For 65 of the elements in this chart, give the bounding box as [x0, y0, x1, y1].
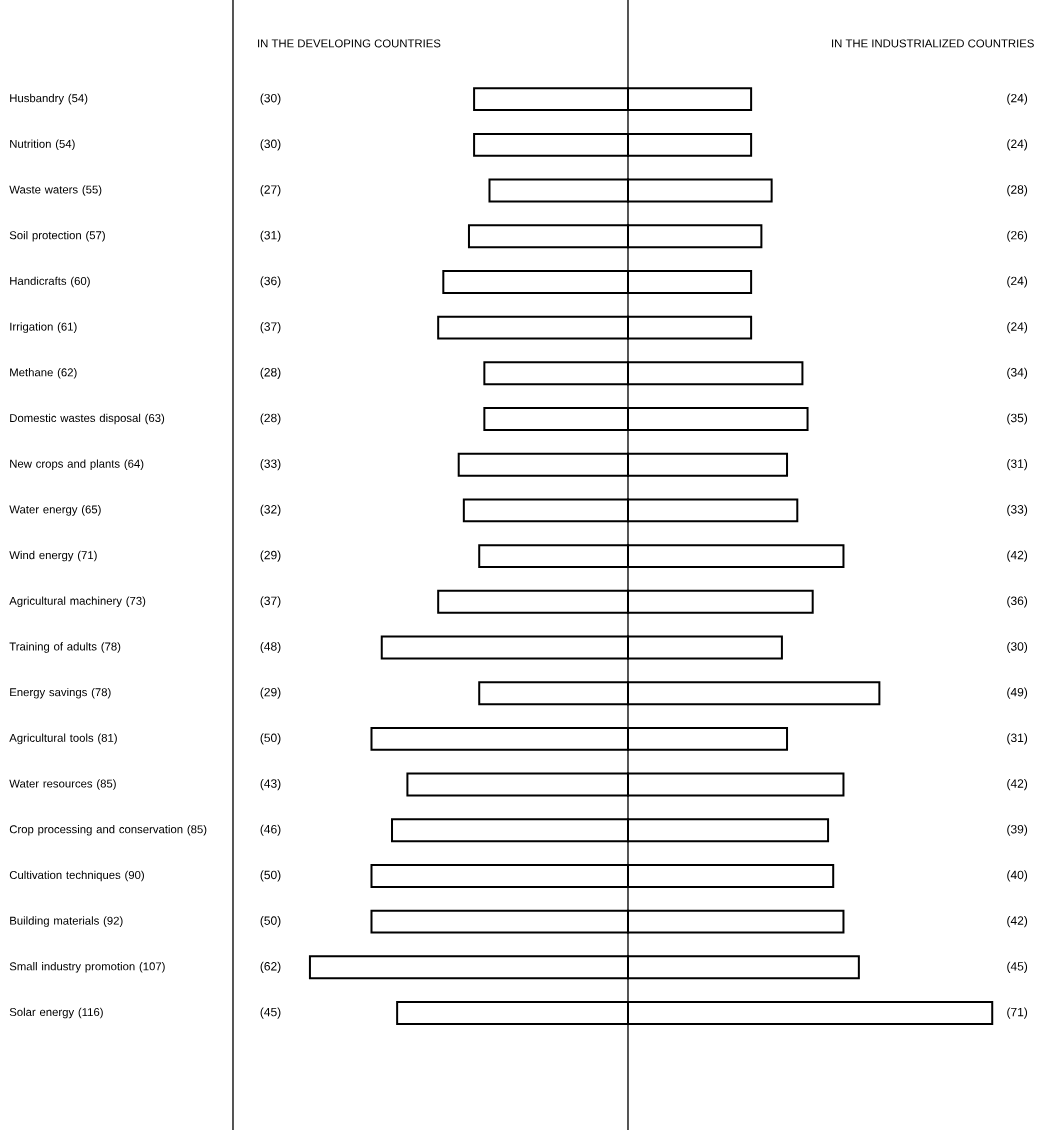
data-label: (28)	[260, 413, 281, 425]
data-label: (33)	[260, 459, 281, 471]
data-label: (45)	[260, 1007, 281, 1019]
chart-title: IN THE INDUSTRIALIZED COUNTRIES	[832, 39, 1034, 48]
data-label: (50)	[260, 733, 281, 745]
y-tick-label: Cultivation techniques (90)	[9, 870, 144, 882]
data-label: (24)	[1007, 93, 1028, 105]
data-label: (35)	[1007, 413, 1028, 425]
data-label: (26)	[1007, 230, 1028, 242]
data-label: (71)	[1007, 1007, 1028, 1019]
data-label: (42)	[1007, 550, 1028, 562]
data-label: (30)	[260, 139, 281, 151]
data-label: (33)	[1007, 504, 1028, 516]
y-tick-label: Small industry promotion (107)	[9, 962, 165, 973]
data-label: (49)	[1007, 687, 1028, 699]
y-tick-label: Nutrition (54)	[10, 139, 75, 151]
data-label: (42)	[1007, 916, 1028, 928]
y-tick-label: Solar energy (116)	[9, 1007, 103, 1019]
data-label: (28)	[260, 367, 281, 379]
y-tick-label: Irrigation (61)	[10, 322, 77, 333]
data-label: (24)	[1007, 322, 1028, 334]
y-tick-label: Handicrafts (60)	[10, 276, 90, 288]
data-label: (37)	[260, 596, 281, 608]
y-tick-label: Husbandry (54)	[10, 93, 88, 105]
data-label: (40)	[1007, 870, 1028, 882]
data-label: (46)	[260, 824, 281, 836]
data-label: (42)	[1007, 778, 1028, 791]
data-label: (24)	[1007, 276, 1028, 288]
y-tick-label: Soil protection (57)	[9, 230, 105, 242]
data-label: (43)	[260, 778, 281, 791]
data-label: (48)	[260, 641, 281, 654]
chart-title: IN THE DEVELOPING COUNTRIES	[258, 39, 441, 48]
data-label: (29)	[260, 550, 281, 562]
y-tick-label: Agricultural tools (81)	[9, 733, 117, 745]
y-tick-label: Water resources (85)	[9, 779, 116, 790]
data-label: (50)	[260, 870, 281, 882]
y-tick-label: Domestic wastes disposal (63)	[10, 413, 165, 425]
data-label: (28)	[1007, 184, 1028, 197]
data-label: (36)	[260, 276, 281, 288]
data-label: (27)	[260, 184, 281, 197]
y-tick-label: Training of adults (78)	[9, 642, 121, 653]
data-label: (34)	[1007, 367, 1028, 379]
y-tick-label: Water energy (65)	[9, 505, 101, 516]
data-label: (39)	[1007, 824, 1028, 836]
data-label: (31)	[1007, 733, 1028, 745]
y-tick-label: Crop processing and conservation (85)	[9, 824, 207, 836]
y-tick-label: Energy savings (78)	[10, 687, 111, 699]
y-tick-label: New crops and plants (64)	[10, 459, 144, 470]
y-tick-label: Methane (62)	[10, 368, 77, 379]
data-label: (31)	[260, 230, 281, 242]
data-label: (50)	[260, 916, 281, 928]
y-tick-label: Waste waters (55)	[9, 185, 102, 196]
data-label: (45)	[1007, 961, 1028, 973]
data-label: (32)	[260, 504, 281, 516]
data-label: (29)	[260, 687, 281, 699]
data-label: (36)	[1007, 596, 1028, 608]
y-tick-label: Agricultural machinery (73)	[9, 596, 146, 608]
data-label: (62)	[260, 961, 281, 973]
data-label: (30)	[260, 93, 281, 105]
data-label: (30)	[1007, 641, 1028, 654]
data-label: (24)	[1007, 139, 1028, 151]
data-label: (31)	[1007, 459, 1028, 471]
data-label: (37)	[260, 322, 281, 334]
y-tick-label: Building materials (92)	[10, 916, 123, 927]
y-tick-label: Wind energy (71)	[9, 550, 97, 562]
